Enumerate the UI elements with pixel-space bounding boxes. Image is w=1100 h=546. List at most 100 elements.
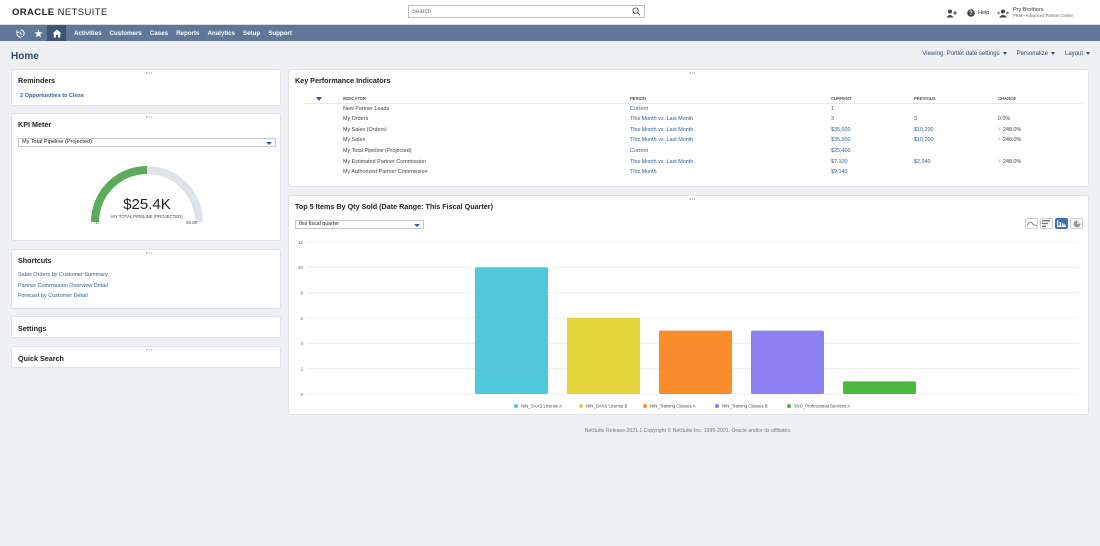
add-person-button[interactable] xyxy=(946,6,957,20)
kpi-current-cell[interactable]: $25,400 xyxy=(831,146,914,157)
kpi-current-cell[interactable]: 3 xyxy=(831,114,914,125)
column-chart-button[interactable] xyxy=(1055,218,1068,229)
personalize-dropdown[interactable]: Personalize xyxy=(1017,51,1055,57)
add-person-icon xyxy=(946,9,957,17)
bar-2 xyxy=(567,318,640,394)
y-tick-label: 2 xyxy=(300,366,303,371)
oracle-netsuite-logo[interactable]: ORACLE NETSUITE xyxy=(12,7,108,18)
kpi-change-text: 248.0% xyxy=(1003,137,1022,144)
home-button[interactable] xyxy=(47,25,66,41)
settings-title[interactable]: Settings xyxy=(18,324,47,333)
up-arrow-icon: ↑ xyxy=(998,126,1001,133)
chart-bars xyxy=(475,267,916,394)
kpi-row: My Orders This Month vs. Last Month 3 3 0.0% xyxy=(303,114,1083,125)
y-tick-label: 10 xyxy=(298,265,304,270)
reminders-portlet: Reminders 2 Opportunities to Close xyxy=(11,69,281,106)
shortcut-link[interactable]: Partner Commission Overview Detail xyxy=(18,282,108,289)
kpi-previous-text: $10,200 xyxy=(914,126,934,133)
line-chart-button[interactable] xyxy=(1025,218,1038,229)
date-range-select[interactable]: this fiscal quarter xyxy=(295,220,424,229)
y-tick-label: 8 xyxy=(300,290,303,295)
help-button[interactable]: ? Help xyxy=(967,6,989,20)
layout-dropdown[interactable]: Layout xyxy=(1065,51,1090,57)
nav-cases[interactable]: Cases xyxy=(149,29,169,37)
kpi-period-cell[interactable]: This Month vs. Last Month xyxy=(630,114,831,125)
kpi-period-cell[interactable]: This Month xyxy=(630,167,831,178)
kpi-meter-portlet: KPI Meter My Total Pipeline (Projected) … xyxy=(11,113,281,241)
kpi-row: My Sales (Orders) This Month vs. Last Mon… xyxy=(303,124,1083,135)
kpi-period-cell[interactable]: Current xyxy=(630,146,831,157)
kpi-period-text: This Month vs. Last Month xyxy=(630,116,694,123)
kpi-row: My Authorized Partner Commission This Mon… xyxy=(303,167,1083,178)
kpi-meter-select[interactable]: My Total Pipeline (Projected) xyxy=(18,138,276,147)
kpi-title: Key Performance Indicators xyxy=(295,76,391,85)
kpi-previous-cell[interactable]: 3 xyxy=(914,114,998,125)
user-menu[interactable]: Pry Brothers PRM - Advanced Partner Cent… xyxy=(997,6,1073,20)
pie-chart-button[interactable] xyxy=(1070,218,1083,229)
drag-handle[interactable] xyxy=(146,116,152,118)
recent-records-button[interactable] xyxy=(11,25,29,41)
nav-support[interactable]: Support xyxy=(268,29,292,37)
kpi-change-cell xyxy=(998,167,1083,178)
chart-grid: 0 2 4 6 8 10 12 xyxy=(298,240,1079,397)
drag-handle[interactable] xyxy=(688,72,695,74)
nav-setup[interactable]: Setup xyxy=(242,29,261,37)
kpi-spacer-cell xyxy=(303,167,343,178)
personalize-label: Personalize xyxy=(1016,51,1048,57)
drag-handle[interactable] xyxy=(146,252,152,254)
shortcut-link[interactable]: Sales Orders by Customer Summary xyxy=(18,272,108,278)
y-tick-label: 6 xyxy=(300,316,303,321)
kpi-previous-cell[interactable] xyxy=(914,103,998,114)
chart-legend: NIN_SAAS License A NIN_SAAS License B NIN_… xyxy=(514,404,850,409)
kpi-previous-cell[interactable]: $2,040 xyxy=(914,156,998,167)
kpi-previous-cell[interactable]: $10,200 xyxy=(914,135,998,146)
drag-handle[interactable] xyxy=(146,349,152,351)
search-icon[interactable] xyxy=(632,7,641,16)
user-role: PRM - Advanced Partner Center xyxy=(1013,13,1074,18)
kpi-change-cell: ↑ 248.0% xyxy=(998,124,1083,135)
kpi-current-cell[interactable]: $35,500 xyxy=(831,135,914,146)
user-icon xyxy=(997,9,1009,17)
top-items-portlet: Top 5 Items By Qty Sold (Date Range: Thi… xyxy=(288,195,1089,415)
reminder-count: 2 xyxy=(20,93,24,99)
kpi-change-cell: ↑ 248.0% xyxy=(998,156,1083,167)
reminder-item[interactable]: 2 Opportunities to Close xyxy=(20,93,84,99)
kpi-period-cell[interactable]: Current xyxy=(630,103,831,114)
nav-reports[interactable]: Reports xyxy=(176,29,200,37)
kpi-current-cell[interactable]: $9,140 xyxy=(831,167,914,178)
kpi-current-text: $7,100 xyxy=(831,158,848,165)
kpi-row: New Partner Leads Current 1 xyxy=(303,103,1083,114)
kpi-change-cell: ↑ 248.0% xyxy=(998,135,1083,146)
quick-search-portlet: Quick Search xyxy=(11,346,281,368)
kpi-current-cell[interactable]: 1 xyxy=(831,103,914,114)
drag-handle[interactable] xyxy=(146,72,152,74)
kpi-indicator-cell: My Estimated Partner Commission xyxy=(343,156,630,167)
kpi-period-cell[interactable]: This Month vs. Last Month xyxy=(630,135,831,146)
viewing-dropdown[interactable]: Viewing: Portlet date settings xyxy=(922,51,1007,57)
kpi-current-text: $35,500 xyxy=(831,137,851,144)
legend-label: NIN_SAAS License A xyxy=(521,404,562,409)
kpi-current-cell[interactable]: $7,100 xyxy=(831,156,914,167)
y-tick-label: 4 xyxy=(300,341,303,346)
kpi-current-cell[interactable]: $35,500 xyxy=(831,124,914,135)
horizontal-bar-chart-icon xyxy=(1042,220,1050,227)
kpi-indicator-text: My Authorized Partner Commission xyxy=(343,169,428,176)
nav-analytics[interactable]: Analytics xyxy=(207,29,235,37)
gauge-max: 50.8K xyxy=(186,220,198,225)
kpi-current-text: $35,500 xyxy=(831,126,851,133)
kpi-period-cell[interactable]: This Month vs. Last Month xyxy=(630,124,831,135)
favorites-button[interactable] xyxy=(29,25,47,41)
quick-search-title[interactable]: Quick Search xyxy=(18,354,64,363)
kpi-period-cell[interactable]: This Month vs. Last Month xyxy=(630,156,831,167)
kpi-previous-cell[interactable]: $10,200 xyxy=(914,124,998,135)
shortcuts-title: Shortcuts xyxy=(18,256,52,265)
shortcut-link[interactable]: Forecast by Customer Detail xyxy=(18,293,88,299)
nav-customers[interactable]: Customers xyxy=(109,29,142,37)
drag-handle[interactable] xyxy=(688,198,695,200)
kpi-previous-cell[interactable] xyxy=(914,146,998,157)
bar-chart-button[interactable] xyxy=(1040,218,1053,229)
kpi-period-text: This Month xyxy=(630,169,657,176)
nav-activities[interactable]: Activities xyxy=(74,29,102,37)
kpi-previous-cell[interactable] xyxy=(914,167,998,178)
search-input[interactable] xyxy=(409,6,629,17)
